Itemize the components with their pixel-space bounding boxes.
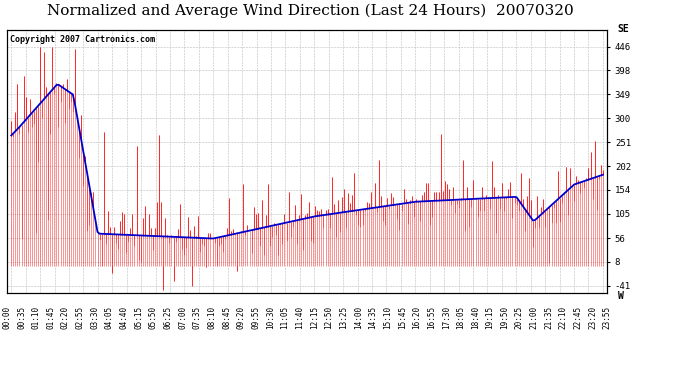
Text: 00:00: 00:00 — [2, 306, 12, 329]
Text: 07:35: 07:35 — [193, 306, 201, 329]
Text: 11:05: 11:05 — [281, 306, 290, 329]
Text: 14:35: 14:35 — [368, 306, 377, 329]
Text: 15:45: 15:45 — [397, 306, 406, 329]
Text: 09:20: 09:20 — [237, 306, 246, 329]
Text: 16:55: 16:55 — [427, 306, 436, 329]
Text: 06:25: 06:25 — [164, 306, 172, 329]
Text: 17:30: 17:30 — [442, 306, 451, 329]
Text: 22:10: 22:10 — [559, 306, 568, 329]
Text: 22:45: 22:45 — [573, 306, 582, 329]
Text: 02:55: 02:55 — [76, 306, 85, 329]
Text: 10:30: 10:30 — [266, 306, 275, 329]
Text: 01:10: 01:10 — [32, 306, 41, 329]
Text: 13:25: 13:25 — [339, 306, 348, 329]
Text: SE: SE — [618, 24, 629, 34]
Text: 08:10: 08:10 — [208, 306, 217, 329]
Text: 16:20: 16:20 — [413, 306, 422, 329]
Text: W: W — [618, 291, 624, 301]
Text: 19:50: 19:50 — [500, 306, 509, 329]
Text: 12:15: 12:15 — [310, 306, 319, 329]
Text: 23:55: 23:55 — [602, 306, 612, 329]
Text: Copyright 2007 Cartronics.com: Copyright 2007 Cartronics.com — [10, 35, 155, 44]
Text: 08:45: 08:45 — [222, 306, 231, 329]
Text: 04:40: 04:40 — [119, 306, 128, 329]
Text: 19:15: 19:15 — [486, 306, 495, 329]
Text: 21:00: 21:00 — [529, 306, 538, 329]
Text: 15:10: 15:10 — [383, 306, 392, 329]
Text: 12:50: 12:50 — [324, 306, 333, 329]
Text: 05:50: 05:50 — [149, 306, 158, 329]
Text: 07:00: 07:00 — [178, 306, 187, 329]
Text: 02:20: 02:20 — [61, 306, 70, 329]
Text: 18:40: 18:40 — [471, 306, 480, 329]
Text: 20:25: 20:25 — [515, 306, 524, 329]
Text: 23:20: 23:20 — [588, 306, 597, 329]
Text: 00:35: 00:35 — [17, 306, 26, 329]
Text: 18:05: 18:05 — [456, 306, 465, 329]
Text: 01:45: 01:45 — [46, 306, 55, 329]
Text: Normalized and Average Wind Direction (Last 24 Hours)  20070320: Normalized and Average Wind Direction (L… — [47, 4, 574, 18]
Text: 05:15: 05:15 — [134, 306, 143, 329]
Text: 09:55: 09:55 — [251, 306, 260, 329]
Text: 11:40: 11:40 — [295, 306, 304, 329]
Text: 04:05: 04:05 — [105, 306, 114, 329]
Text: 03:30: 03:30 — [90, 306, 99, 329]
Text: 21:35: 21:35 — [544, 306, 553, 329]
Text: 14:00: 14:00 — [354, 306, 363, 329]
